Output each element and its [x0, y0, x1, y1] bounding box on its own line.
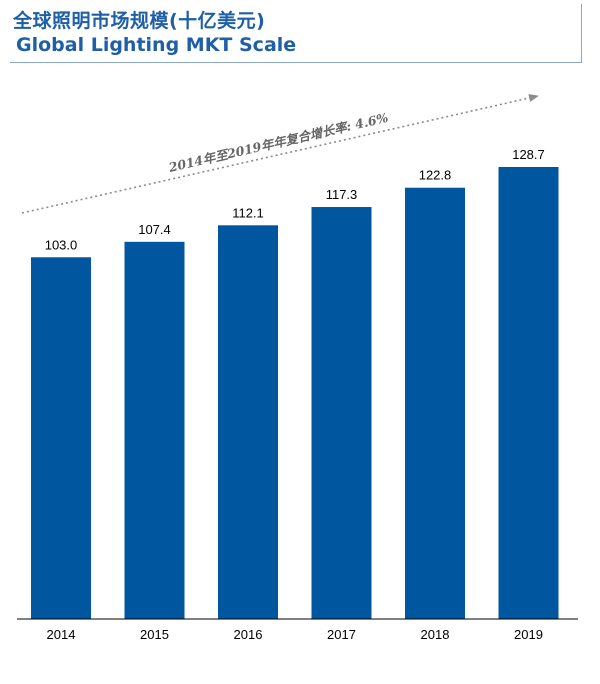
value-label-2018: 122.8 [419, 168, 452, 183]
chart-header: 全球照明市场规模(十亿美元) Global Lighting MKT Scale [10, 4, 582, 63]
value-label-2015: 107.4 [138, 222, 171, 237]
cagr-arrow [21, 94, 539, 214]
value-label-2017: 117.3 [326, 187, 358, 202]
chart-title-en: Global Lighting MKT Scale [16, 34, 297, 56]
x-tick-label-2019: 2019 [514, 627, 543, 642]
bars-group: 103.0 2014 107.4 2015 112.1 2016 117.3 2017 122.… [31, 147, 559, 642]
bar-2017 [311, 207, 372, 619]
bar-2016 [218, 225, 278, 619]
value-label-2019: 128.7 [512, 147, 545, 162]
bar-2019 [498, 167, 559, 619]
cagr-label: 2014年至2019年年复合增长率: 4.6% [166, 110, 389, 175]
bar-2018 [405, 187, 465, 619]
value-label-2016: 112.1 [232, 205, 264, 220]
bar-2015 [124, 241, 185, 620]
value-label-2014: 103.0 [45, 237, 78, 252]
x-tick-label-2014: 2014 [47, 627, 76, 642]
x-tick-label-2016: 2016 [234, 627, 263, 642]
x-tick-label-2017: 2017 [327, 627, 356, 642]
x-tick-label-2015: 2015 [140, 627, 169, 642]
x-tick-label-2018: 2018 [421, 627, 450, 642]
chart-title-cn: 全球照明市场规模(十亿美元) [13, 10, 266, 32]
bar-2014 [31, 257, 91, 619]
